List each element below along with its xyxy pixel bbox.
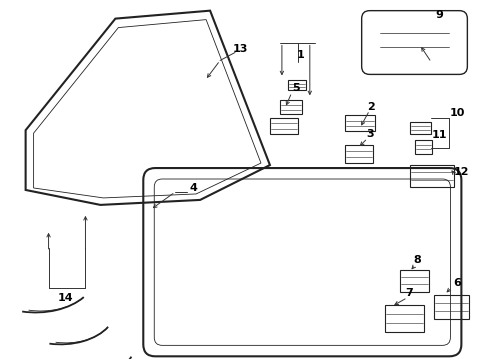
Text: 14: 14 xyxy=(58,293,74,302)
Bar xyxy=(288,80,306,90)
Bar xyxy=(345,145,372,163)
Text: 3: 3 xyxy=(366,129,373,139)
Text: 10: 10 xyxy=(450,108,465,118)
Text: 6: 6 xyxy=(453,278,461,288)
Text: 13: 13 xyxy=(232,44,248,54)
Bar xyxy=(385,305,424,332)
Bar xyxy=(410,122,432,134)
Bar xyxy=(435,294,469,319)
Bar xyxy=(399,270,429,292)
Text: 12: 12 xyxy=(454,167,469,177)
Bar xyxy=(410,165,454,187)
Text: 2: 2 xyxy=(367,102,374,112)
Text: 11: 11 xyxy=(432,130,447,140)
Text: 7: 7 xyxy=(406,288,414,298)
Bar xyxy=(345,115,375,131)
Bar xyxy=(270,118,298,134)
Text: 1: 1 xyxy=(297,50,305,60)
Bar xyxy=(415,140,433,154)
Text: 5: 5 xyxy=(292,84,300,93)
Text: 8: 8 xyxy=(414,255,421,265)
Text: 4: 4 xyxy=(189,183,197,193)
Text: 9: 9 xyxy=(436,10,443,20)
Bar xyxy=(280,100,302,114)
